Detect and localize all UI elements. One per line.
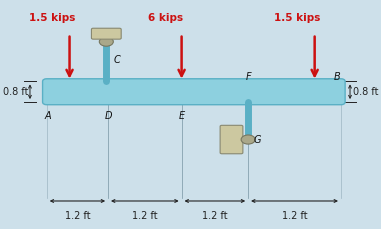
FancyBboxPatch shape <box>43 79 345 105</box>
Text: E: E <box>179 111 185 121</box>
Text: 1.5 kips: 1.5 kips <box>274 13 321 23</box>
Text: G: G <box>253 134 261 144</box>
FancyBboxPatch shape <box>91 28 121 39</box>
Text: D: D <box>104 111 112 121</box>
Text: 1.5 kips: 1.5 kips <box>29 13 76 23</box>
Text: 0.8 ft: 0.8 ft <box>353 87 378 97</box>
Circle shape <box>99 37 113 46</box>
Circle shape <box>241 135 255 144</box>
Text: 1.2 ft: 1.2 ft <box>65 211 90 221</box>
Text: 0.8 ft: 0.8 ft <box>3 87 28 97</box>
Text: 6 kips: 6 kips <box>148 13 184 23</box>
Text: B: B <box>334 72 341 82</box>
Text: C: C <box>113 55 120 65</box>
Text: F: F <box>245 72 251 82</box>
FancyBboxPatch shape <box>220 125 243 154</box>
Text: A: A <box>44 111 51 121</box>
Text: 1.2 ft: 1.2 ft <box>282 211 307 221</box>
Text: 1.2 ft: 1.2 ft <box>132 211 158 221</box>
Text: 1.2 ft: 1.2 ft <box>202 211 228 221</box>
